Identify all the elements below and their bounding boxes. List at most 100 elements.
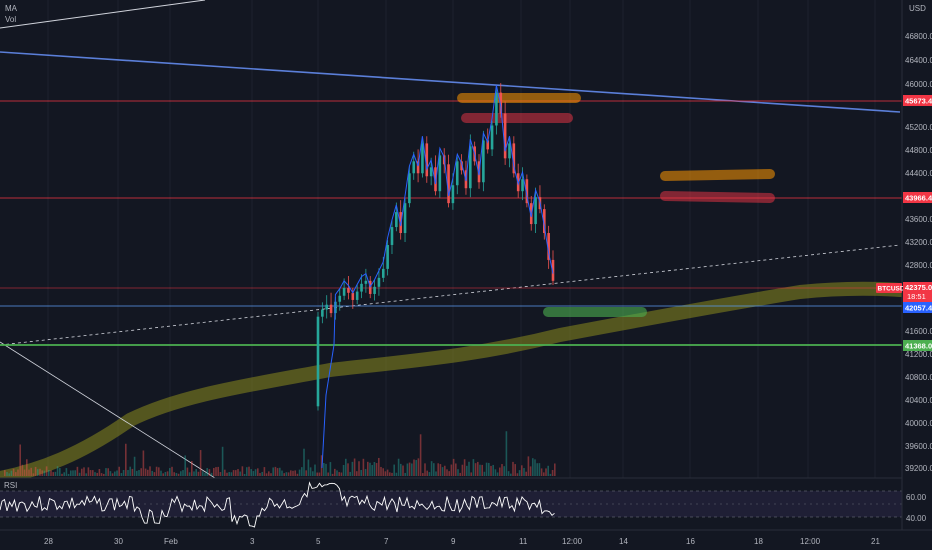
volume-bar [246,467,248,476]
volume-bar [287,472,290,476]
volume-bar [327,472,329,476]
volume-bar [320,455,323,476]
volume-bar [400,463,402,476]
volume-bar [89,470,92,476]
volume-bar [8,473,10,476]
level-badge-45673: 45673.4 [903,95,932,106]
volume-bar [65,468,68,476]
price-axis-bg [902,0,932,530]
volume-bar [103,473,105,476]
time-label: 14 [619,537,628,546]
volume-bar [452,458,455,476]
volume-bar [547,465,549,476]
volume-bar [290,470,292,476]
candle-body [377,277,381,287]
volume-bar [386,469,389,476]
volume-bar [78,472,81,476]
volume-bar [336,470,338,476]
volume-bar [272,467,274,476]
volume-bar [206,468,208,476]
ticker-badge: BTCUSD [876,283,905,293]
volume-bar [543,472,545,476]
volume-bar [408,462,411,476]
volume-bar [389,472,391,476]
volume-bar [239,471,241,476]
volume-bar [133,456,136,476]
volume-bar [367,461,369,476]
volume-bar [96,472,98,476]
volume-bar [261,471,263,476]
candle-body [429,167,433,177]
volume-bar [74,470,76,476]
volume-bar [34,466,37,476]
volume-bar [294,470,296,476]
candle-body [499,92,503,114]
time-label: 12:00 [562,537,583,546]
volume-bar [411,463,413,476]
volume-bar [279,467,281,476]
volume-bar [265,473,268,476]
volume-bar [479,464,481,476]
time-label: 18 [754,537,763,546]
volume-bar [28,469,30,476]
volume-bar [472,459,475,476]
volume-bar [83,467,85,476]
price-tick: 41600.0 [905,327,932,336]
vertical-grid [47,0,876,530]
volume-bar [276,468,279,476]
volume-bar [424,463,426,476]
volume-bar [384,471,387,476]
volume-bar [428,472,431,476]
volume-bar [422,473,424,476]
volume-bar [413,459,415,476]
time-label: 28 [44,537,53,546]
candle-body [364,280,368,284]
volume-bar [488,462,490,476]
time-label: 12:00 [800,537,821,546]
rsi-label: RSI [4,481,17,490]
volume-bar [12,468,15,476]
volume-bar [351,461,354,476]
volume-bar [26,459,28,476]
descending-trendline [0,51,901,113]
volume-bar [147,469,149,476]
volume-bar [362,458,365,476]
volume-bar [162,473,164,476]
volume-bar [118,466,120,476]
volume-bar [243,473,246,476]
price-ticks: 46800.0 46400.0 46000.0 45200.0 44800.0 … [905,32,932,473]
volume-bar [63,472,65,476]
volume-bar [173,472,175,476]
volume-bar [298,469,301,476]
candle-body [551,259,555,281]
volume-bar [430,461,433,476]
legend-ma[interactable]: MA [5,4,17,13]
volume-bar [41,470,43,476]
volume-bar [122,470,125,476]
volume-bar [56,466,59,476]
level-badge-42057: 42057.4 [903,302,932,313]
volume-bar [331,473,334,476]
candle-body [460,161,463,171]
volume-bar [503,466,505,476]
volume-bar [202,471,204,476]
candle-body [447,164,450,204]
candle-body [360,283,363,292]
volume-bar [459,472,461,476]
legend-vol[interactable]: Vol [5,15,17,24]
volume-bar [455,463,457,476]
volume-bar [499,467,501,476]
price-tick: 40000.0 [905,419,932,428]
volume-bar [59,468,61,476]
volume-bar [369,462,371,476]
volume-bar [309,467,312,476]
volume-bar [437,463,439,476]
volume-bar [140,468,142,476]
volume-bar [210,472,213,476]
candle-body [482,140,485,183]
volume-bar [371,465,373,476]
volume-bar [213,467,215,476]
volume-bar [182,470,184,476]
volume-bar [10,470,13,476]
